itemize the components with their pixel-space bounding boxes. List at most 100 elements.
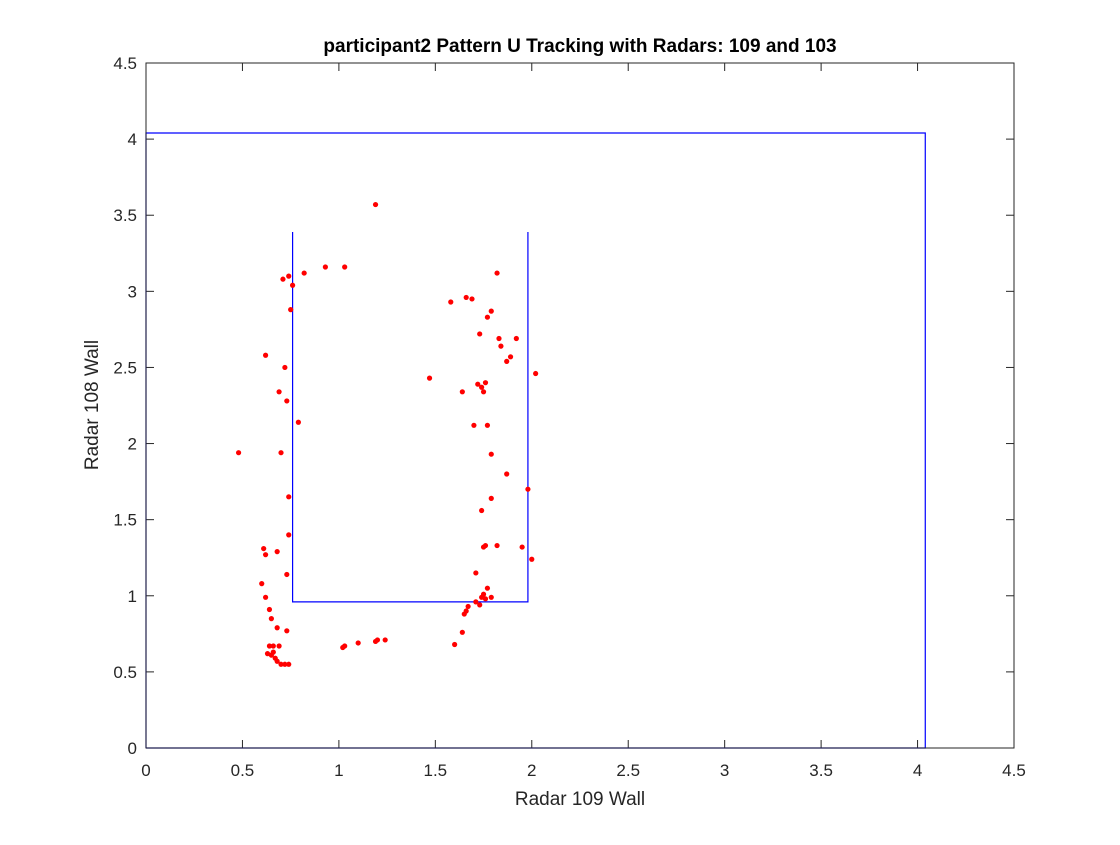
data-point	[488, 594, 494, 600]
data-point	[284, 628, 290, 634]
x-tick-label: 1.5	[424, 761, 448, 780]
data-point	[488, 451, 494, 457]
x-axis-label: Radar 109 Wall	[515, 789, 645, 810]
x-tick-label: 0	[141, 761, 150, 780]
y-tick-label: 2.5	[113, 358, 137, 377]
data-point	[507, 354, 514, 360]
data-point	[452, 641, 458, 648]
data-point	[286, 661, 292, 667]
data-point	[479, 384, 485, 390]
tick-labels-layer: 0 0.5 1 1.5 2 2.5 3 3.5 4 4.5 0 0.5 1 1.5 2 2.5 3 3.5 4 4.5	[113, 54, 1025, 780]
y-tick-label: 0	[128, 739, 137, 758]
data-point	[475, 381, 481, 387]
x-tick-label: 2	[527, 761, 536, 780]
data-point	[382, 637, 388, 643]
data-point	[322, 264, 328, 270]
data-point	[496, 335, 502, 342]
data-point	[286, 273, 292, 279]
data-point	[262, 594, 269, 600]
data-point	[270, 643, 276, 649]
y-tick-label: 1	[128, 587, 137, 606]
data-point	[482, 542, 489, 549]
data-point	[355, 640, 361, 646]
data-point	[270, 649, 276, 655]
plot-area	[146, 63, 1014, 748]
points-layer	[235, 201, 539, 667]
data-point	[284, 571, 290, 578]
data-point	[459, 629, 465, 635]
data-point	[529, 556, 535, 562]
data-point	[274, 625, 280, 631]
data-point	[286, 494, 292, 500]
data-point	[484, 314, 491, 320]
data-point	[301, 270, 307, 276]
data-point	[266, 643, 273, 649]
data-point	[282, 364, 288, 371]
chart-title: participant2 Pattern U Tracking with Rad…	[323, 36, 836, 57]
data-point	[488, 495, 494, 501]
data-point	[480, 591, 487, 597]
data-point	[286, 532, 292, 538]
axes-box	[145, 62, 1015, 749]
data-point	[266, 606, 273, 613]
y-tick-label: 4	[128, 130, 137, 149]
x-tick-label: 1	[334, 761, 343, 780]
x-tick-label: 4.5	[1002, 761, 1026, 780]
y-tick-label: 0.5	[113, 663, 137, 682]
data-point	[374, 637, 381, 643]
data-point	[235, 450, 242, 456]
data-point	[479, 507, 485, 514]
data-point	[278, 661, 284, 667]
data-point	[459, 389, 465, 395]
data-point	[482, 596, 489, 602]
data-point	[482, 380, 489, 386]
data-point	[372, 201, 379, 208]
data-point	[268, 616, 274, 622]
data-point	[469, 296, 475, 302]
data-point	[525, 486, 531, 492]
data-point	[473, 599, 479, 605]
data-point	[426, 375, 433, 381]
data-point	[480, 389, 487, 395]
data-point	[473, 570, 479, 576]
data-point	[284, 398, 290, 404]
data-point	[342, 643, 348, 649]
data-point	[342, 264, 348, 270]
data-point	[465, 603, 471, 610]
x-tick-label: 2.5	[616, 761, 640, 780]
x-tick-label: 3	[720, 761, 729, 780]
data-point	[498, 343, 504, 349]
y-tick-label: 2	[128, 435, 137, 454]
data-point	[288, 307, 294, 313]
y-tick-label: 3	[128, 282, 137, 301]
data-point	[276, 389, 282, 395]
data-point	[289, 282, 296, 288]
data-point	[504, 471, 510, 477]
u-pattern-line	[291, 231, 529, 603]
data-point	[276, 643, 282, 649]
data-point	[295, 419, 301, 425]
data-point	[471, 422, 477, 428]
data-point	[494, 270, 500, 276]
data-point	[477, 331, 483, 337]
data-point	[262, 552, 269, 558]
x-tick-label: 3.5	[809, 761, 833, 780]
y-tick-label: 3.5	[113, 206, 137, 225]
y-axis-label: Radar 108 Wall	[82, 340, 103, 470]
data-point	[259, 581, 265, 587]
data-point	[463, 294, 469, 301]
data-point	[262, 352, 269, 358]
data-point	[274, 658, 280, 664]
data-point	[513, 335, 519, 342]
data-point	[282, 661, 288, 667]
data-point	[504, 358, 510, 364]
y-tick-label: 1.5	[113, 511, 137, 530]
data-point	[261, 545, 267, 552]
data-point	[533, 370, 539, 377]
data-point	[477, 602, 483, 608]
x-tick-label: 4	[913, 761, 922, 780]
data-point	[484, 585, 491, 591]
data-point	[488, 308, 494, 314]
